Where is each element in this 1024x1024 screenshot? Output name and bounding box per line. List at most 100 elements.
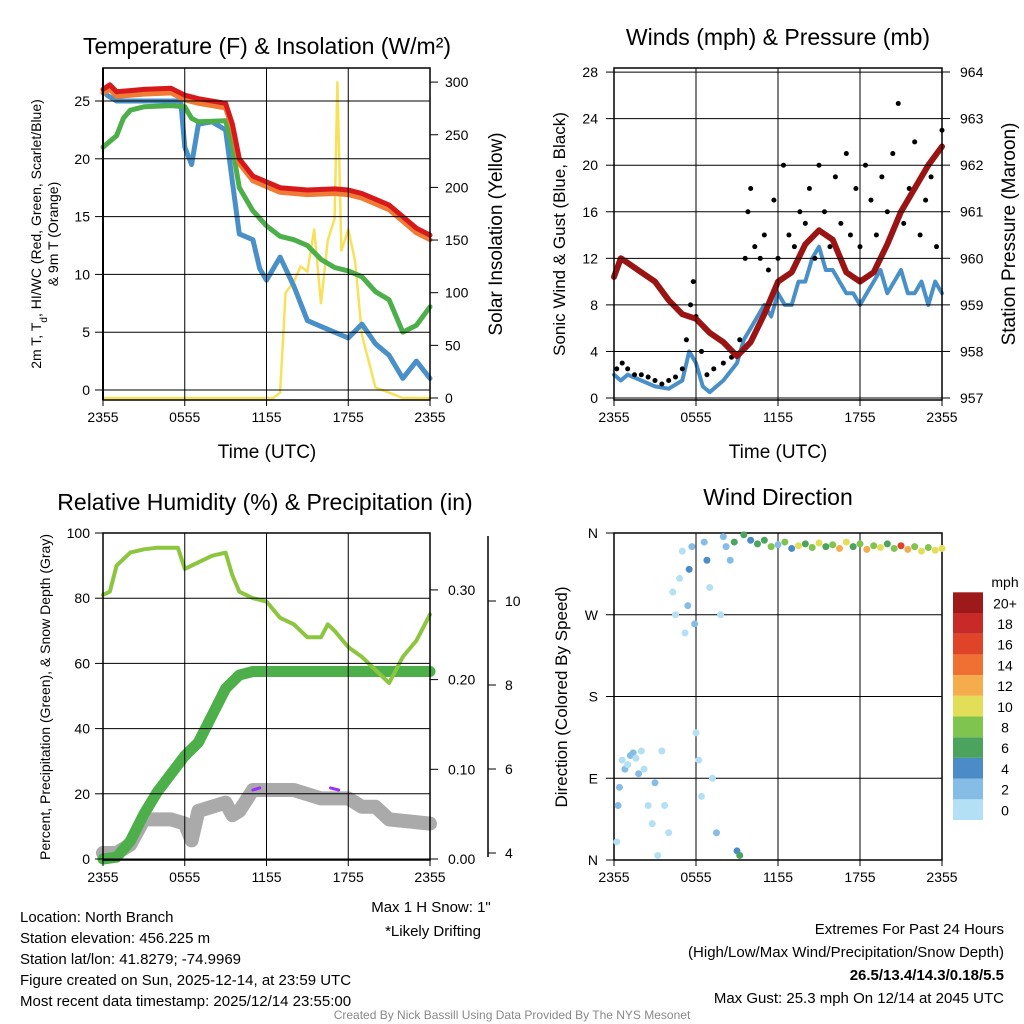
colorbar-label: 14 <box>997 657 1013 673</box>
direction-point <box>842 538 850 546</box>
direction-point <box>815 539 823 547</box>
gust-point <box>771 197 777 203</box>
max-gust-text: Max Gust: 25.3 mph On 12/14 at 2045 UTC <box>714 990 1004 1007</box>
gust-point <box>838 220 844 226</box>
temperature-y-tick-label: 5 <box>82 324 90 340</box>
direction-point <box>788 544 796 552</box>
gust-point <box>843 151 849 157</box>
colorbar-label: 4 <box>1001 761 1009 777</box>
direction-point <box>726 556 734 564</box>
colorbar-swatch <box>953 592 983 613</box>
created-text: Figure created on Sun, 2025-12-14, at 23… <box>20 972 351 989</box>
gust-point <box>625 366 631 372</box>
gust-point <box>614 366 620 372</box>
colorbar-swatch <box>953 757 983 779</box>
extremes-legend: (High/Low/Max Wind/Precipitation/Snow De… <box>688 944 1004 961</box>
snow-depth-y-tick-label: 4 <box>505 845 513 861</box>
insolation-y-tick-label: 0 <box>445 390 453 406</box>
series-dewpoint-line <box>100 103 433 335</box>
precipitation-y-tick-label: 0.20 <box>448 672 475 688</box>
location-text: Location: North Branch <box>20 909 173 926</box>
gust-point <box>802 220 808 226</box>
direction-x-tick-label: 2355 <box>926 869 957 885</box>
direction-point <box>614 802 622 809</box>
direction-point <box>685 565 693 573</box>
gust-point <box>923 197 929 203</box>
humidity-y-tick-label: 100 <box>67 525 91 541</box>
direction-point <box>613 838 621 846</box>
direction-point <box>615 783 623 791</box>
temperature-y-tick-label: 25 <box>74 93 90 109</box>
direction-point <box>904 545 912 553</box>
direction-x-tick-label: 0555 <box>680 869 711 885</box>
gust-point <box>806 185 812 191</box>
direction-point <box>692 729 700 737</box>
direction-point <box>938 544 946 552</box>
wind-direction-panel: 2355 0555 1155 1755 2355NESWNmph024681012141… <box>585 525 1019 885</box>
series-insolation-line <box>101 80 432 400</box>
wind-y-tick-label: 8 <box>590 297 598 313</box>
gust-point <box>761 232 767 238</box>
series-9m-t-line <box>100 86 433 243</box>
direction-point <box>661 802 669 809</box>
colorbar-label: 16 <box>997 637 1013 653</box>
temperature-y-label-line2: & 9m T (Orange) <box>45 182 61 287</box>
wind-y-tick-label: 16 <box>582 204 598 220</box>
snow-depth-y-tick-label: 6 <box>505 761 513 777</box>
direction-point <box>654 851 662 859</box>
wind-y-tick-label: 0 <box>590 390 598 406</box>
direction-x-tick-label: 2355 <box>598 869 629 885</box>
colorbar-swatch <box>953 799 983 820</box>
direction-point <box>897 542 905 550</box>
direction-point <box>808 544 816 552</box>
likely-drifting-segment <box>329 786 341 792</box>
elevation-text: Station elevation: 456.225 m <box>20 930 210 947</box>
gust-point <box>901 220 907 226</box>
colorbar-swatch <box>953 695 983 717</box>
wind-y-tick-label: 12 <box>582 250 598 266</box>
wind-direction-panel-title: Wind Direction <box>703 484 853 510</box>
colorbar-swatch <box>953 654 983 676</box>
wind-y-tick-label: 24 <box>582 111 598 127</box>
direction-point <box>713 829 720 837</box>
gust-point <box>853 185 859 191</box>
wind-y-tick-label: 4 <box>590 343 598 359</box>
temperature-y-tick-label: 20 <box>74 151 90 167</box>
colorbar-swatch <box>953 675 983 696</box>
gust-point <box>917 232 923 238</box>
humidity-x-tick-label: 1155 <box>251 869 281 885</box>
gust-point <box>632 372 637 378</box>
precipitation-y-tick-label: 0.30 <box>448 582 475 598</box>
winds-panel: 2355 0555 1155 1755 235504812162024289579589… <box>582 64 983 425</box>
direction-point <box>849 543 857 551</box>
direction-point <box>635 770 643 778</box>
gust-point <box>720 360 726 366</box>
gust-point <box>765 267 771 273</box>
direction-point <box>736 851 744 859</box>
direction-y-tick-label: W <box>585 607 599 623</box>
direction-point <box>681 629 689 637</box>
direction-point <box>890 544 898 552</box>
insolation-y-tick-label: 200 <box>445 179 469 195</box>
gust-point <box>752 244 758 250</box>
temperature-y-label: 2m T, Td, HI/WC (Red, Green, Scarlet/Blu… <box>28 99 50 369</box>
pressure-y-label: Station Pressure (Maroon) <box>999 123 1020 346</box>
temperature-x-tick-label: 2355 <box>87 409 118 425</box>
direction-point <box>697 792 705 800</box>
direction-y-label: Direction (Colored By Speed) <box>552 586 571 807</box>
colorbar-label: 0 <box>1001 802 1009 818</box>
direction-point <box>648 820 656 828</box>
colorbar-swatch <box>953 633 983 655</box>
gust-point <box>868 197 874 203</box>
direction-point <box>863 545 871 553</box>
gust-point <box>659 381 665 387</box>
direction-point <box>684 602 692 610</box>
max-snow-note: Max 1 H Snow: 1" <box>371 899 491 916</box>
humidity-y-label: Percent, Precipitation (Green), & Snow D… <box>37 534 53 860</box>
colorbar-swatch <box>953 716 983 738</box>
direction-point <box>717 611 725 619</box>
direction-point <box>703 556 711 564</box>
colorbar-label: 10 <box>997 699 1013 715</box>
direction-point <box>691 620 699 628</box>
